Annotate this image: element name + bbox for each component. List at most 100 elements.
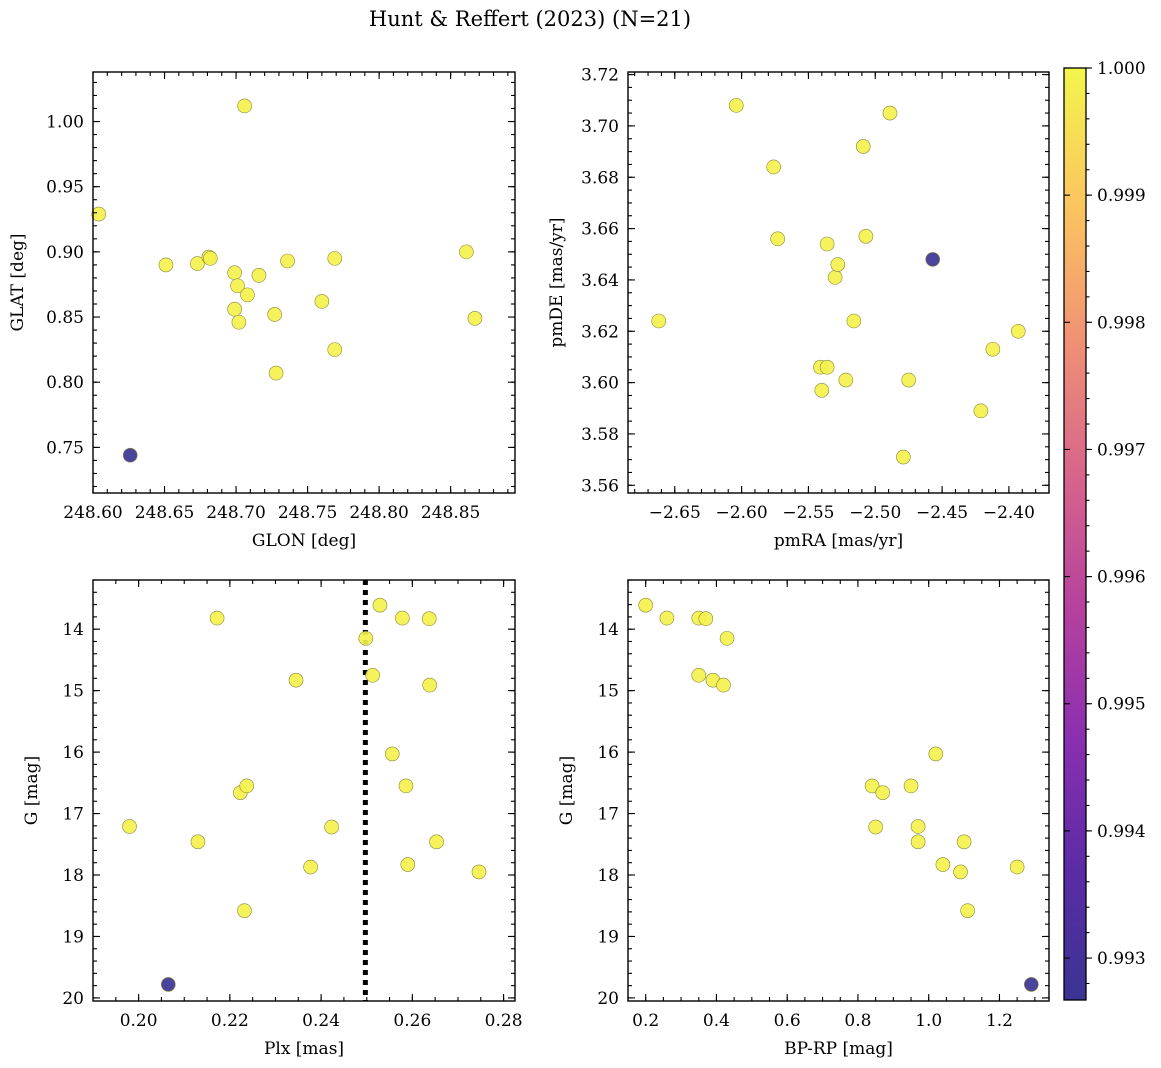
data-point bbox=[985, 341, 1001, 357]
data-point bbox=[122, 447, 138, 463]
data-point bbox=[1024, 977, 1039, 992]
y-tick-label: 3.72 bbox=[581, 66, 619, 86]
y-tick-label: 3.70 bbox=[581, 117, 619, 137]
y-tick-label: 3.66 bbox=[581, 220, 619, 240]
data-point bbox=[240, 287, 255, 303]
data-point bbox=[819, 236, 835, 252]
x-tick-label: 0.4 bbox=[703, 1011, 730, 1031]
data-point bbox=[858, 228, 874, 244]
axes-frame bbox=[627, 71, 1050, 494]
data-point bbox=[1010, 323, 1026, 339]
data-point bbox=[422, 677, 437, 693]
data-point bbox=[896, 449, 911, 465]
axes-frame bbox=[627, 579, 1050, 1002]
data-point bbox=[928, 746, 944, 762]
x-axis-label: Plx [mas] bbox=[264, 1039, 344, 1059]
x-tick-label: 1.2 bbox=[986, 1011, 1013, 1031]
data-point bbox=[251, 268, 267, 283]
y-tick-label: 3.56 bbox=[581, 476, 619, 496]
data-point bbox=[814, 383, 830, 398]
data-point bbox=[698, 611, 714, 627]
x-tick-label: 0.24 bbox=[302, 1011, 340, 1031]
y-tick-label: 0.75 bbox=[46, 438, 84, 458]
data-point bbox=[288, 672, 304, 688]
x-tick-label: −2.50 bbox=[849, 503, 901, 523]
data-point bbox=[365, 667, 380, 683]
data-point bbox=[973, 403, 989, 419]
data-point bbox=[467, 311, 483, 326]
data-point bbox=[846, 313, 862, 329]
axes-frame bbox=[92, 579, 516, 1002]
y-tick-label: 20 bbox=[62, 989, 84, 1009]
y-axis-label: GLAT [deg] bbox=[8, 233, 28, 331]
data-point bbox=[160, 977, 176, 992]
data-point bbox=[398, 778, 414, 794]
data-point bbox=[770, 231, 785, 247]
data-point bbox=[830, 257, 846, 272]
data-point bbox=[324, 819, 339, 835]
y-tick-label: 15 bbox=[597, 682, 619, 702]
y-tick-label: 3.64 bbox=[581, 271, 619, 291]
data-point bbox=[429, 834, 444, 850]
colorbar-tick-label: 0.999 bbox=[1097, 186, 1146, 206]
data-point bbox=[651, 313, 667, 329]
x-tick-label: −2.60 bbox=[716, 503, 768, 523]
x-tick-label: 1.0 bbox=[915, 1011, 942, 1031]
y-tick-label: 1.00 bbox=[46, 113, 84, 133]
colorbar-ticks bbox=[1064, 67, 1092, 985]
y-tick-label: 0.80 bbox=[46, 373, 84, 393]
axis-ticks bbox=[628, 72, 1050, 493]
data-point bbox=[459, 244, 474, 260]
data-point bbox=[903, 778, 919, 794]
x-tick-label: 248.60 bbox=[63, 503, 122, 523]
data-point bbox=[659, 610, 675, 626]
colorbar-tick-label: 0.995 bbox=[1097, 695, 1146, 715]
data-point bbox=[956, 834, 972, 850]
data-point bbox=[227, 301, 242, 317]
y-tick-label: 14 bbox=[62, 620, 84, 640]
y-axis-label: pmDE [mas/yr] bbox=[547, 217, 567, 347]
data-point bbox=[384, 746, 400, 762]
data-point bbox=[819, 359, 835, 375]
x-tick-label: −2.65 bbox=[649, 503, 701, 523]
y-tick-label: 15 bbox=[62, 682, 84, 702]
data-point bbox=[203, 251, 218, 266]
colorbar-tick-label: 1.000 bbox=[1097, 59, 1146, 79]
panel-glon-glat: 248.60 248.65 248.70 248.75 248.80 248.85 0.75… bbox=[8, 71, 516, 551]
x-tick-label: 0.2 bbox=[632, 1011, 659, 1031]
y-tick-label: 19 bbox=[597, 927, 619, 947]
data-point bbox=[280, 253, 295, 269]
data-point bbox=[882, 105, 898, 121]
y-tick-label: 0.95 bbox=[46, 178, 84, 198]
data-point bbox=[638, 597, 653, 613]
colorbar: 0.993 0.994 0.995 0.996 0.997 0.998 0.999 1.000 bbox=[1063, 59, 1146, 1001]
y-tick-label: 14 bbox=[597, 620, 619, 640]
data-point bbox=[314, 294, 330, 309]
data-point bbox=[237, 98, 252, 114]
scatter-points bbox=[122, 597, 487, 992]
scatter-points bbox=[638, 597, 1039, 992]
colorbar-gradient bbox=[1063, 67, 1087, 1001]
x-axis-label: BP-RP [mag] bbox=[784, 1039, 893, 1059]
data-point bbox=[230, 278, 245, 294]
data-point bbox=[209, 610, 225, 626]
colorbar-tick-label: 0.996 bbox=[1097, 568, 1146, 588]
x-tick-label: 0.28 bbox=[485, 1011, 523, 1031]
data-point bbox=[237, 903, 252, 918]
data-point bbox=[935, 857, 951, 872]
panels: 248.60 248.65 248.70 248.75 248.80 248.85 0.75… bbox=[8, 66, 1050, 1059]
y-tick-label: 18 bbox=[62, 866, 84, 886]
y-axis-label: G [mag] bbox=[22, 756, 42, 825]
data-point bbox=[953, 864, 968, 880]
data-point bbox=[91, 206, 107, 222]
data-point bbox=[239, 778, 255, 794]
data-point bbox=[471, 864, 487, 880]
axis-ticks bbox=[93, 579, 515, 1001]
x-tick-label: 0.26 bbox=[393, 1011, 431, 1031]
x-tick-label: 0.6 bbox=[774, 1011, 801, 1031]
panel-bprp-g: 0.2 0.4 0.6 0.8 1.0 1.2 14 15 16 17 18 19 20 BP-RP [m… bbox=[557, 579, 1050, 1059]
panel-pmra-pmde: −2.65 −2.60 −2.55 −2.50 −2.45 −2.40 3.56 3.58 3.… bbox=[547, 66, 1050, 551]
data-point bbox=[827, 270, 843, 285]
colorbar-tick-label: 0.993 bbox=[1097, 949, 1146, 969]
